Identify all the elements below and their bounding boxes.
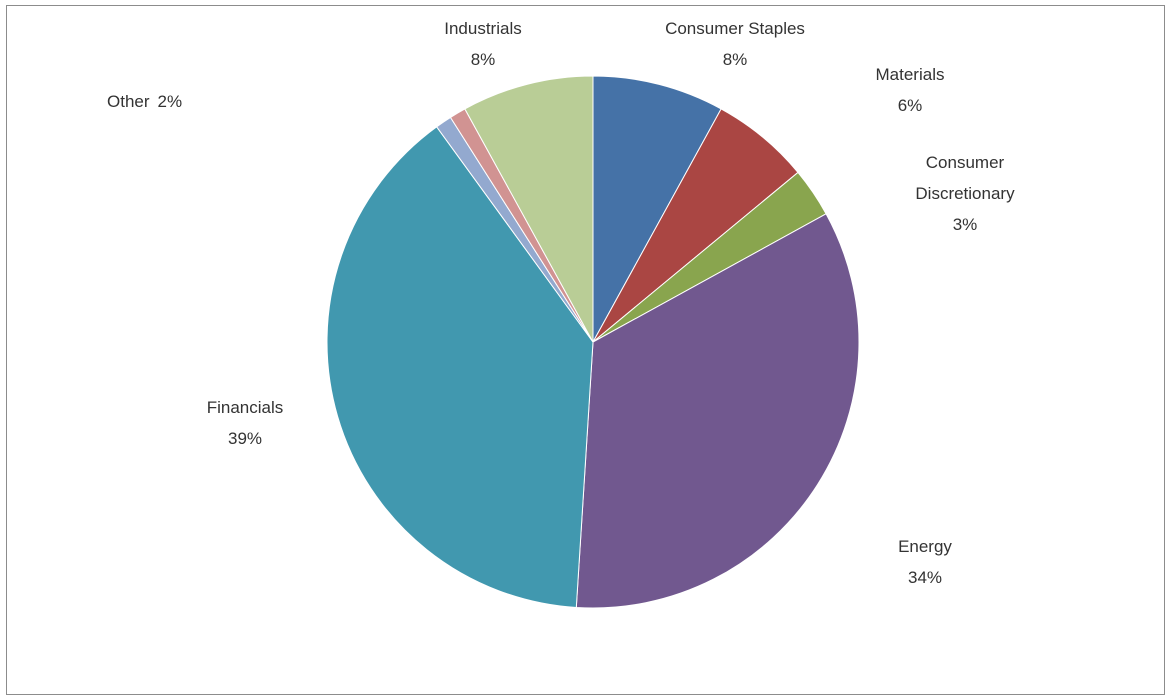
label-materials-pct: 6%	[898, 96, 923, 115]
label-consumer-discretionary-pct: 3%	[953, 215, 978, 234]
label-consumer-discretionary-line1: Consumer	[926, 153, 1005, 172]
label-energy-name: Energy	[898, 537, 952, 556]
label-industrials-name: Industrials	[444, 19, 521, 38]
label-financials-name: Financials	[207, 398, 284, 417]
pie-slice-consumer-staples	[592, 75, 722, 343]
label-industrials-pct: 8%	[471, 50, 496, 69]
label-financials-pct: 39%	[228, 429, 262, 448]
label-consumer-staples-name: Consumer Staples	[665, 19, 805, 38]
label-consumer-discretionary-line2: Discretionary	[915, 184, 1015, 203]
label-consumer-staples-pct: 8%	[723, 50, 748, 69]
pie-slice-industrials	[464, 75, 594, 343]
label-other-name: Other	[107, 92, 150, 111]
pie-slices	[326, 75, 860, 609]
label-other-pct: 2%	[158, 92, 183, 111]
pie-chart: Industrials 8% Consumer Staples 8% Mater…	[107, 19, 1015, 609]
label-energy-pct: 34%	[908, 568, 942, 587]
pie-slice-energy	[575, 213, 860, 609]
pie-slice-financials	[326, 126, 594, 609]
label-other: Other 2%	[107, 92, 182, 111]
label-materials-name: Materials	[876, 65, 945, 84]
